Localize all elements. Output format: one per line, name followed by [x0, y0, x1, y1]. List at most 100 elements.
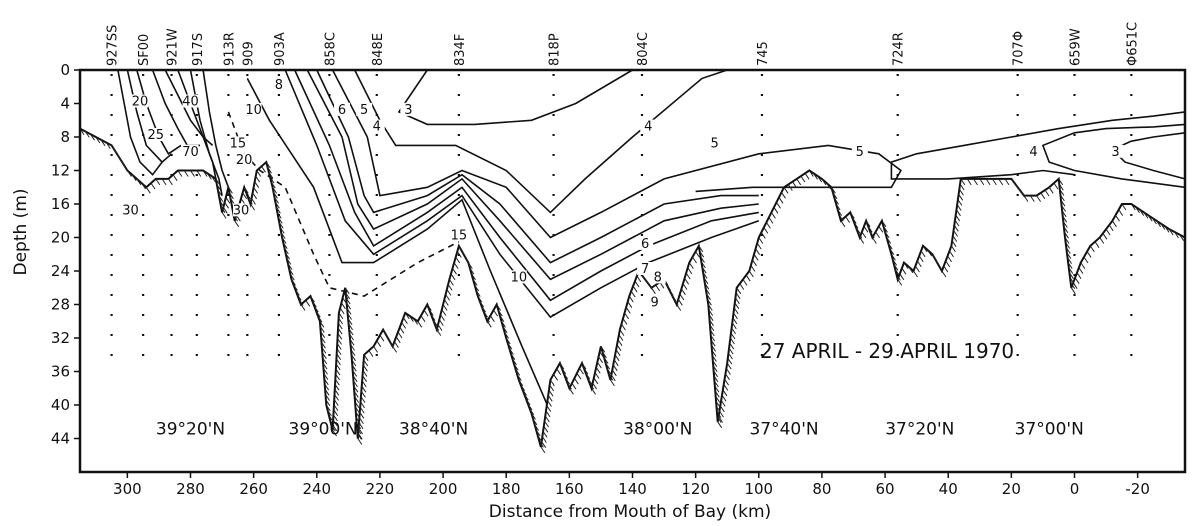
contour-label-bg: [131, 94, 148, 108]
contour-label: 15: [230, 136, 247, 151]
contour-label-bg: [1025, 144, 1042, 158]
contour-label: 70: [182, 145, 199, 160]
latitude-label: 38°00'N: [623, 419, 692, 439]
latitude-label: 39°00'N: [289, 419, 358, 439]
contour-label-bg: [233, 203, 250, 217]
x-tick-label: 20: [1002, 480, 1021, 498]
labels-layer: 39°20'N 39°00'N 38°40'N 38°00'N 37°40'N 37°20…: [122, 77, 1124, 439]
contour-label-bg: [182, 144, 199, 158]
y-tick-label: 16: [51, 195, 70, 213]
x-tick-label: 0: [1070, 480, 1080, 498]
contour-label-bg: [236, 153, 253, 167]
x-tick-label: -20: [1125, 480, 1150, 498]
contour-label-bg: [706, 136, 723, 150]
contour-label: 7: [641, 262, 649, 277]
contour-line: [306, 69, 759, 281]
x-tick-label: 160: [555, 480, 584, 498]
contour-label-bg: [182, 94, 199, 108]
station-label: 903A: [273, 32, 288, 66]
bottom-profile-layer: [79, 127, 1186, 454]
station-label: 913R: [222, 32, 237, 66]
station-label: 745: [756, 41, 771, 66]
contour-label-bg: [1107, 144, 1124, 158]
contour-label: 4: [373, 120, 381, 135]
contour-label-bg: [637, 236, 654, 250]
contour-label: 4: [644, 120, 652, 135]
x-tick-label: 220: [366, 480, 395, 498]
x-tick-label: 180: [492, 480, 521, 498]
contour-label: 5: [856, 145, 864, 160]
x-tick-label: 100: [744, 480, 773, 498]
contour-label-bg: [637, 262, 654, 275]
station-label: 818P: [548, 33, 563, 66]
y-tick-label: 4: [60, 95, 70, 113]
station-label: 848E: [371, 33, 386, 66]
station-label: SF00: [137, 34, 152, 66]
contour-label-bg: [147, 128, 164, 141]
y-tick-label: 36: [51, 363, 70, 381]
contour-label-bg: [510, 270, 527, 284]
station-label: 927SS: [106, 25, 121, 66]
x-tick-label: 140: [618, 480, 647, 498]
x-tick-label: 120: [681, 480, 710, 498]
contour-label: 4: [1029, 145, 1037, 160]
y-tick-label: 0: [60, 61, 70, 79]
station-label: 804C: [636, 32, 651, 66]
x-tick-label: 300: [113, 480, 142, 498]
contour-label: 6: [338, 103, 346, 118]
contour-line: [331, 69, 902, 239]
x-axis-title: Distance from Mouth of Bay (km): [489, 502, 771, 522]
contour-line: [246, 78, 549, 406]
contour-line: [202, 69, 230, 188]
latitude-label: 39°20'N: [156, 419, 225, 439]
latitude-label: 38°40'N: [399, 419, 468, 439]
contour-line: [177, 69, 217, 180]
y-tick-label: 32: [51, 329, 70, 347]
contour-line: [316, 69, 759, 264]
contour-label-bg: [400, 102, 417, 116]
contour-label-bg: [270, 77, 287, 91]
x-tick-label: 40: [939, 480, 958, 498]
contour-label: 10: [245, 103, 262, 118]
contour-label: 40: [182, 95, 199, 110]
y-tick-label: 12: [51, 162, 70, 180]
latitude-label: 37°20'N: [885, 419, 954, 439]
y-tick-label: 24: [51, 262, 70, 280]
y-tick-label: 40: [51, 396, 70, 414]
bottom-hatch-ticks: [79, 128, 1185, 454]
x-tick-label: 240: [302, 480, 331, 498]
contour-line: [1041, 123, 1186, 189]
contour-label: 8: [275, 78, 283, 93]
contour-line: [353, 69, 728, 214]
y-tick-label: 8: [60, 128, 70, 146]
contour-label: 5: [360, 103, 368, 118]
station-label: 707Φ: [1012, 31, 1027, 66]
contour-label-bg: [122, 203, 139, 217]
contour-label-bg: [229, 136, 246, 150]
y-tick-label: 28: [51, 296, 70, 314]
contour-line: [293, 69, 759, 302]
x-tick-label: 200: [429, 480, 458, 498]
contour-label-bg: [245, 102, 262, 116]
y-tick-label: 44: [51, 430, 70, 448]
contour-line: [890, 111, 1186, 180]
contour-label-bg: [649, 270, 666, 284]
y-tick-label: 20: [51, 229, 70, 247]
contour-label-bg: [356, 102, 373, 116]
y-axis-title: Depth (m): [11, 188, 31, 275]
station-label: Φ651C: [1125, 22, 1140, 66]
contour-label-bg: [646, 295, 663, 309]
contour-line: [117, 69, 163, 176]
contour-label-bg: [368, 119, 385, 133]
contour-label: 25: [147, 128, 164, 143]
contour-label: 20: [132, 95, 149, 110]
station-label: 921W: [166, 28, 181, 66]
contour-label: 30: [233, 203, 250, 218]
x-tick-label: 60: [876, 480, 895, 498]
station-label: 909: [241, 41, 256, 66]
contour-line: [284, 69, 760, 319]
x-tick-label: 260: [239, 480, 268, 498]
latitude-label: 37°00'N: [1015, 419, 1084, 439]
contour-label-bg: [450, 228, 467, 242]
